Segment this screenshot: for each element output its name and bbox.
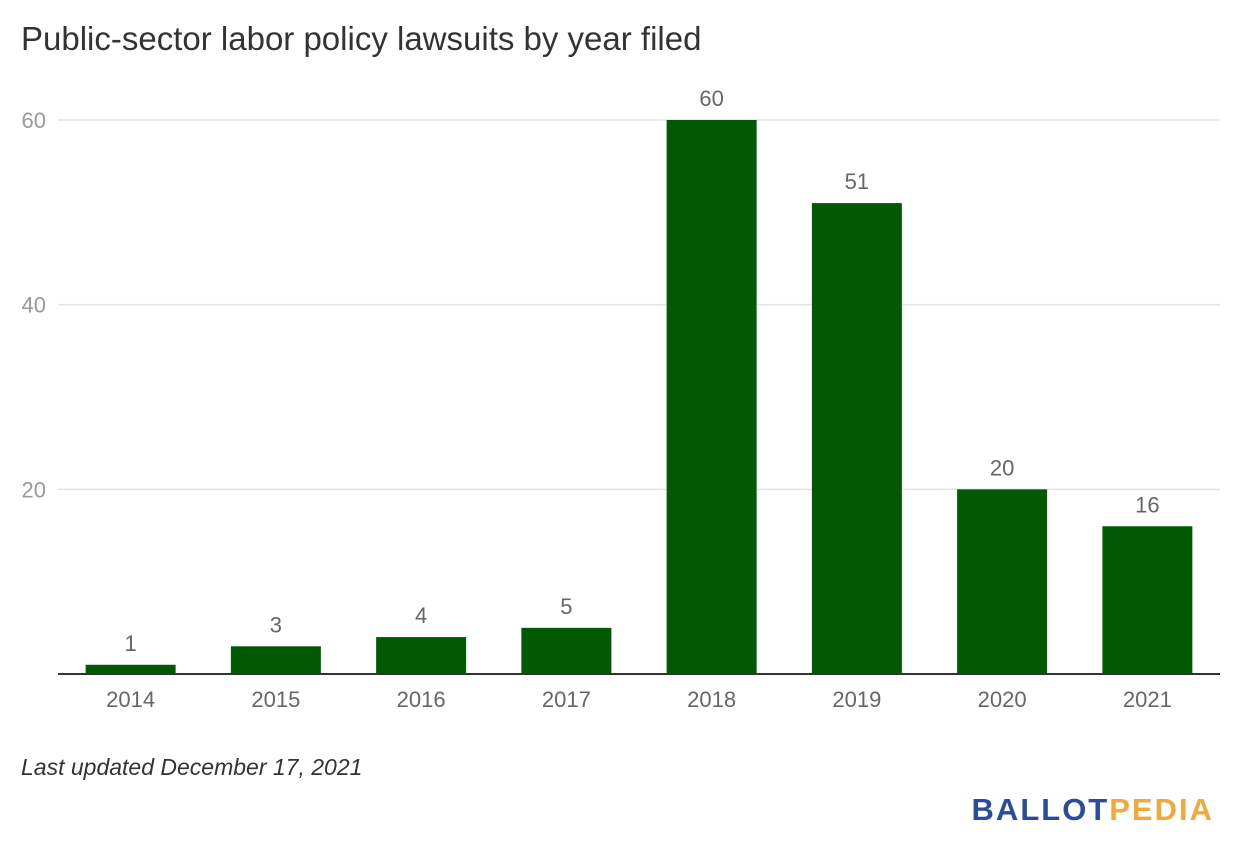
x-tick-label-2021: 2021 bbox=[1123, 687, 1172, 712]
bar-2020 bbox=[957, 489, 1048, 674]
y-tick-label-40: 40 bbox=[22, 293, 46, 318]
chart-title: Public-sector labor policy lawsuits by y… bbox=[21, 20, 702, 57]
data-label-2017: 5 bbox=[560, 594, 572, 619]
data-label-2021: 16 bbox=[1135, 492, 1159, 517]
bar-2019 bbox=[811, 203, 902, 674]
last-updated-note: Last updated December 17, 2021 bbox=[21, 754, 363, 780]
x-tick-label-2014: 2014 bbox=[106, 687, 155, 712]
x-tick-label-2016: 2016 bbox=[397, 687, 446, 712]
data-label-2018: 60 bbox=[699, 86, 723, 111]
data-label-2015: 3 bbox=[270, 612, 282, 637]
logo-ballot-text: BALLOT bbox=[971, 792, 1110, 827]
bar-2015 bbox=[230, 646, 321, 674]
bar-2021 bbox=[1102, 526, 1193, 674]
data-label-2019: 51 bbox=[845, 169, 869, 194]
data-label-2014: 1 bbox=[125, 631, 137, 656]
x-tick-label-2020: 2020 bbox=[978, 687, 1027, 712]
y-tick-label-20: 20 bbox=[22, 477, 46, 502]
bar-2016 bbox=[376, 637, 467, 674]
logo-pedia-text: PEDIA bbox=[1109, 792, 1214, 827]
x-tick-label-2018: 2018 bbox=[687, 687, 736, 712]
y-tick-label-60: 60 bbox=[22, 108, 46, 133]
data-label-2020: 20 bbox=[990, 455, 1014, 480]
x-tick-label-2015: 2015 bbox=[251, 687, 300, 712]
bar-2018 bbox=[666, 120, 757, 674]
bar-2014 bbox=[85, 664, 176, 674]
data-label-2016: 4 bbox=[415, 603, 427, 628]
x-tick-label-2017: 2017 bbox=[542, 687, 591, 712]
bar-2017 bbox=[521, 627, 612, 674]
x-tick-label-2019: 2019 bbox=[832, 687, 881, 712]
ballotpedia-logo: BALLOTPEDIA bbox=[972, 792, 1214, 828]
